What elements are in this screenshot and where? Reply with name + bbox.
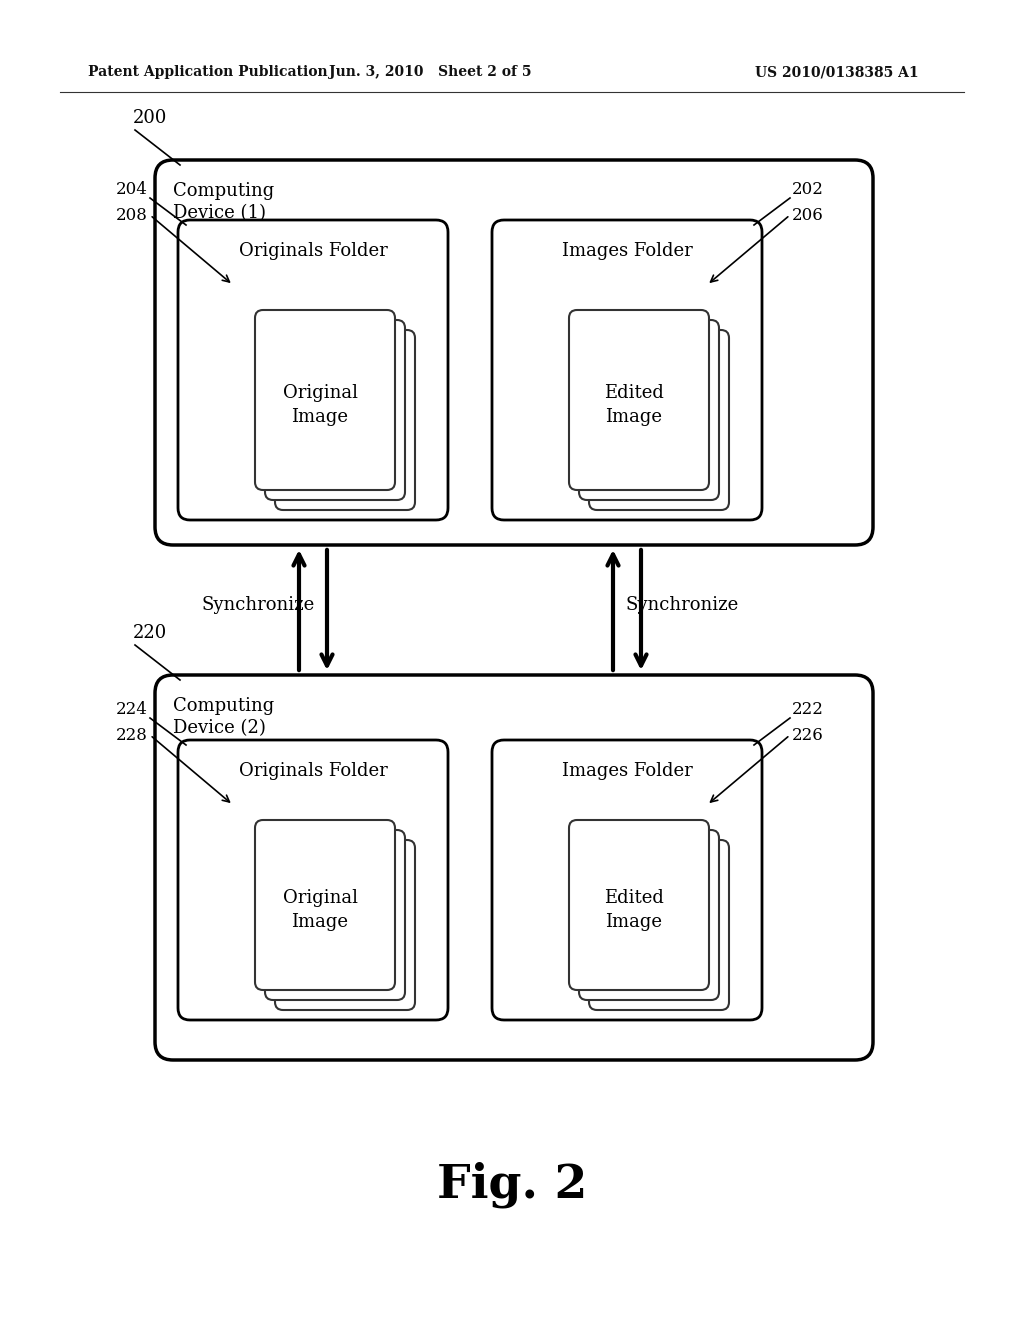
- FancyBboxPatch shape: [579, 319, 719, 500]
- Text: 220: 220: [133, 624, 167, 642]
- FancyBboxPatch shape: [492, 741, 762, 1020]
- FancyBboxPatch shape: [178, 741, 449, 1020]
- Text: US 2010/0138385 A1: US 2010/0138385 A1: [755, 65, 919, 79]
- Text: Originals Folder: Originals Folder: [239, 242, 387, 260]
- Text: 200: 200: [133, 110, 167, 127]
- Text: Edited
Image: Edited Image: [604, 384, 664, 426]
- Text: 204: 204: [116, 181, 148, 198]
- FancyBboxPatch shape: [255, 820, 395, 990]
- FancyBboxPatch shape: [255, 310, 395, 490]
- FancyBboxPatch shape: [569, 820, 709, 990]
- FancyBboxPatch shape: [178, 220, 449, 520]
- FancyBboxPatch shape: [265, 830, 406, 1001]
- FancyBboxPatch shape: [275, 330, 415, 510]
- Text: 202: 202: [792, 181, 824, 198]
- FancyBboxPatch shape: [155, 675, 873, 1060]
- Text: 226: 226: [792, 726, 823, 743]
- FancyBboxPatch shape: [579, 830, 719, 1001]
- Text: Originals Folder: Originals Folder: [239, 762, 387, 780]
- FancyBboxPatch shape: [589, 840, 729, 1010]
- Text: Computing
Device (1): Computing Device (1): [173, 182, 274, 222]
- FancyBboxPatch shape: [155, 160, 873, 545]
- FancyBboxPatch shape: [265, 319, 406, 500]
- Text: Patent Application Publication: Patent Application Publication: [88, 65, 328, 79]
- Text: Edited
Image: Edited Image: [604, 890, 664, 931]
- Text: 222: 222: [792, 701, 824, 718]
- FancyBboxPatch shape: [589, 330, 729, 510]
- Text: Original
Image: Original Image: [283, 890, 357, 931]
- Text: Images Folder: Images Folder: [561, 762, 692, 780]
- FancyBboxPatch shape: [569, 310, 709, 490]
- Text: Fig. 2: Fig. 2: [437, 1162, 587, 1208]
- Text: Synchronize: Synchronize: [626, 597, 738, 614]
- Text: Synchronize: Synchronize: [202, 597, 314, 614]
- FancyBboxPatch shape: [492, 220, 762, 520]
- Text: Images Folder: Images Folder: [561, 242, 692, 260]
- Text: Original
Image: Original Image: [283, 384, 357, 426]
- Text: 206: 206: [792, 206, 823, 223]
- Text: 208: 208: [116, 206, 148, 223]
- FancyBboxPatch shape: [275, 840, 415, 1010]
- Text: 224: 224: [116, 701, 148, 718]
- Text: Jun. 3, 2010   Sheet 2 of 5: Jun. 3, 2010 Sheet 2 of 5: [329, 65, 531, 79]
- Text: 228: 228: [116, 726, 148, 743]
- Text: Computing
Device (2): Computing Device (2): [173, 697, 274, 737]
